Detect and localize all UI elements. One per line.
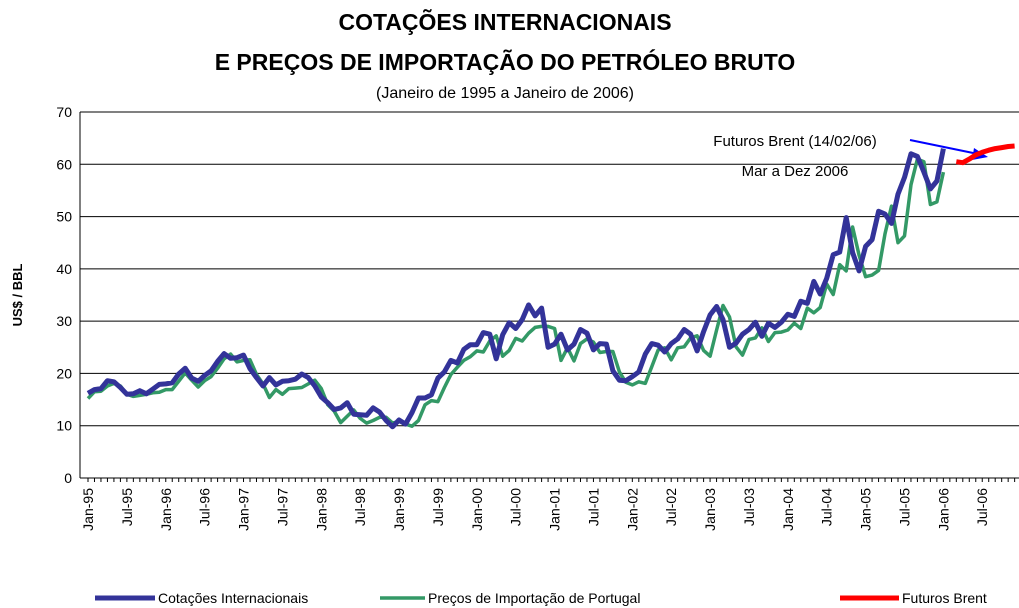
y-tick-label: 10 [56,418,72,434]
legend-label: Futuros Brent [902,590,987,606]
x-tick-label: Jan-00 [469,488,485,531]
x-tick-label: Jan-06 [935,488,951,531]
x-tick-label: Jul-99 [430,488,446,526]
series-line [86,148,946,430]
annotation-arrow [909,139,979,155]
x-tick-label: Jul-05 [896,488,912,526]
series-line [86,157,946,428]
x-tick-label: Jul-97 [274,488,290,526]
x-tick-label: Jan-97 [236,488,252,531]
y-tick-label: 50 [56,209,72,225]
y-tick-label: 20 [56,365,72,381]
x-tick-label: Jan-96 [158,488,174,531]
x-tick-label: Jul-02 [663,488,679,526]
chart-subtitle: (Janeiro de 1995 a Janeiro de 2006) [376,85,634,102]
x-tick-label: Jan-05 [858,488,874,531]
chart-title: E PREÇOS DE IMPORTAÇÃO DO PETRÓLEO BRUTO [215,48,796,75]
y-tick-label: 30 [56,313,72,329]
y-tick-label: 40 [56,261,72,277]
x-tick-label: Jan-98 [313,488,329,531]
y-tick-label: 70 [56,104,72,120]
y-tick-label: 0 [64,470,72,486]
x-tick-label: Jan-02 [624,488,640,531]
x-tick-label: Jan-04 [780,488,796,531]
x-tick-label: Jul-03 [741,488,757,526]
x-tick-label: Jul-06 [974,488,990,526]
legend-label: Preços de Importação de Portugal [428,590,640,606]
x-tick-label: Jul-95 [119,488,135,526]
x-tick-label: Jul-01 [585,488,601,526]
x-tick-label: Jan-99 [391,488,407,531]
chart-title: COTAÇÕES INTERNACIONAIS [338,8,671,35]
x-tick-label: Jul-00 [508,488,524,526]
x-tick-label: Jul-04 [819,488,835,526]
legend-label: Cotações Internacionais [158,590,308,606]
annotation: Mar a Dez 2006 [742,163,849,180]
x-tick-label: Jan-01 [547,488,563,531]
annotation: Futuros Brent (14/02/06) [713,133,876,150]
x-tick-label: Jul-96 [197,488,213,526]
x-tick-label: Jan-95 [80,488,96,531]
y-axis-label: US$ / BBL [10,264,25,327]
x-tick-label: Jan-03 [702,488,718,531]
x-tick-label: Jul-98 [352,488,368,526]
y-tick-label: 60 [56,156,72,172]
series-line [955,143,1015,166]
